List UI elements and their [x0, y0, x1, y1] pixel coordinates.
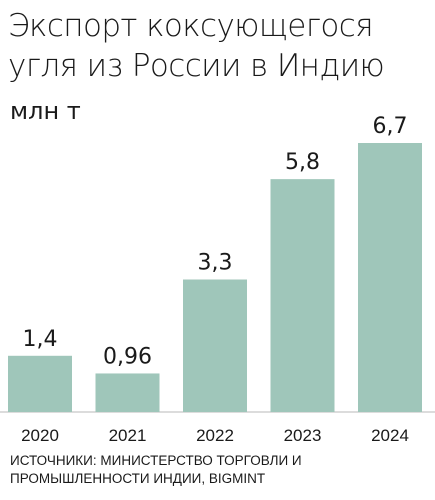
x-tick-2020: 2020: [21, 426, 59, 445]
bars-group: [8, 143, 422, 412]
bar-2021: [95, 373, 160, 412]
unit-label: млн т: [10, 97, 81, 125]
x-tick-2024: 2024: [371, 426, 409, 445]
x-tick-labels-group: 2020 2021 2022 2023 2024: [21, 426, 409, 445]
value-label-2021: 0,96: [103, 344, 152, 369]
source-note: ИСТОЧНИКИ: МИНИСТЕРСТВО ТОРГОВЛИ И ПРОМЫ…: [10, 453, 302, 486]
bar-chart: 1,4 0,96 3,3 5,8 6,7 2020 2021 2022 2023 2024: [0, 114, 435, 445]
value-label-2023: 5,8: [285, 150, 320, 175]
x-tick-2022: 2022: [196, 426, 234, 445]
x-tick-2021: 2021: [109, 426, 147, 445]
bar-2024: [358, 143, 422, 412]
chart-title: Экспорт коксующегося угля из России в Ин…: [8, 8, 385, 84]
value-labels-group: 1,4 0,96 3,3 5,8 6,7: [23, 114, 408, 369]
bar-2022: [183, 279, 247, 412]
value-label-2022: 3,3: [198, 251, 233, 276]
value-label-2024: 6,7: [373, 114, 408, 139]
bar-2020: [8, 355, 72, 412]
value-label-2020: 1,4: [23, 327, 58, 352]
bar-2023: [270, 179, 335, 412]
x-tick-2023: 2023: [284, 426, 322, 445]
